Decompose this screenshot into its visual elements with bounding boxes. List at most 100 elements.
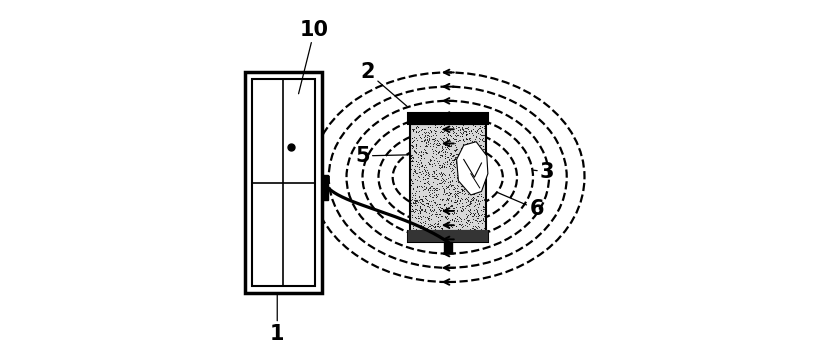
Point: [437, 189, 451, 194]
Point: [447, 156, 460, 162]
Point: [439, 190, 452, 195]
Point: [460, 137, 473, 142]
Point: [405, 143, 418, 149]
Point: [429, 188, 442, 193]
Point: [415, 223, 428, 229]
Point: [476, 132, 489, 138]
Point: [437, 202, 451, 207]
Point: [434, 128, 447, 134]
Point: [409, 142, 422, 148]
Point: [404, 159, 418, 164]
Point: [414, 152, 427, 158]
Point: [464, 166, 477, 172]
Point: [444, 198, 457, 203]
Point: [437, 155, 451, 161]
Point: [434, 153, 447, 159]
Point: [447, 155, 461, 161]
Point: [442, 222, 456, 228]
Point: [435, 171, 448, 177]
Point: [450, 175, 463, 181]
Point: [444, 182, 457, 188]
Point: [419, 130, 433, 135]
Point: [409, 161, 423, 167]
Point: [443, 190, 457, 196]
Point: [417, 186, 430, 192]
Point: [428, 129, 441, 134]
Point: [454, 186, 467, 192]
Point: [426, 141, 439, 147]
Point: [425, 136, 438, 142]
Point: [419, 149, 433, 155]
Point: [457, 156, 471, 162]
Point: [404, 135, 418, 141]
Point: [435, 205, 448, 211]
Point: [446, 170, 459, 176]
Point: [458, 197, 471, 202]
Point: [450, 174, 463, 179]
Point: [476, 146, 489, 151]
Point: [433, 217, 446, 223]
Point: [448, 178, 461, 184]
Point: [438, 214, 452, 220]
Point: [456, 182, 469, 188]
Point: [411, 213, 424, 219]
Point: [437, 144, 451, 150]
Point: [428, 128, 442, 134]
Point: [458, 164, 471, 169]
Point: [472, 146, 485, 152]
Point: [421, 178, 434, 184]
Point: [408, 149, 421, 155]
Point: [445, 207, 458, 213]
Point: [443, 132, 457, 138]
Point: [423, 222, 436, 227]
Point: [408, 199, 421, 204]
Point: [477, 211, 490, 217]
Point: [434, 164, 447, 170]
Point: [408, 207, 421, 212]
Point: [465, 140, 478, 146]
Point: [450, 192, 463, 198]
Point: [438, 213, 452, 219]
Point: [461, 186, 474, 192]
Point: [435, 147, 448, 153]
Point: [448, 140, 461, 146]
Point: [409, 195, 422, 200]
Point: [435, 145, 448, 151]
Point: [446, 166, 459, 171]
Point: [471, 210, 484, 216]
Point: [471, 223, 484, 228]
Point: [417, 166, 430, 172]
Point: [466, 185, 480, 190]
Point: [415, 207, 428, 213]
Point: [448, 189, 461, 194]
Point: [438, 142, 452, 148]
Point: [418, 162, 431, 168]
Point: [447, 205, 460, 211]
Point: [430, 202, 443, 207]
Point: [447, 174, 460, 179]
Point: [461, 221, 475, 227]
Point: [446, 162, 459, 168]
Point: [474, 217, 487, 223]
Point: [447, 152, 460, 158]
Point: [408, 168, 421, 174]
Point: [433, 201, 446, 207]
Point: [425, 174, 438, 179]
Point: [404, 200, 417, 206]
Point: [461, 218, 474, 223]
Point: [419, 184, 433, 189]
Point: [428, 213, 442, 218]
Point: [438, 176, 452, 182]
Point: [431, 138, 444, 144]
Point: [419, 171, 433, 177]
Point: [475, 197, 488, 203]
Point: [455, 188, 468, 194]
Point: [431, 149, 444, 155]
Point: [471, 126, 484, 132]
Point: [469, 140, 482, 146]
Point: [407, 126, 420, 132]
Point: [471, 198, 484, 204]
Point: [455, 125, 468, 131]
Point: [413, 194, 426, 200]
Point: [433, 223, 446, 229]
